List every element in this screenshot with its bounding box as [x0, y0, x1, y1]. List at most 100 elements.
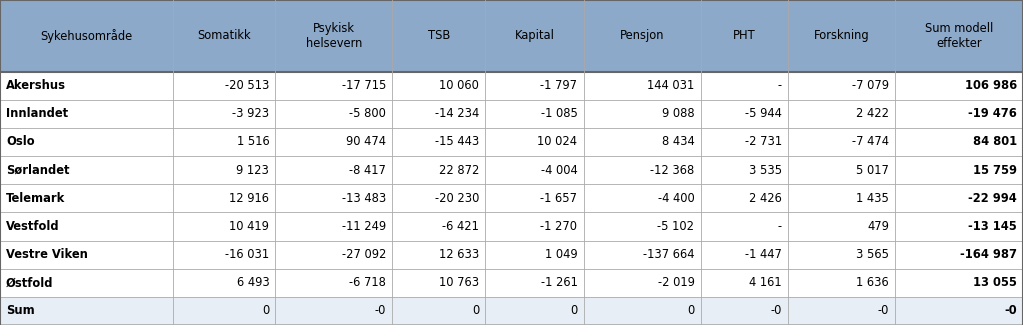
- Bar: [0, 100, 173, 128]
- Bar: [895, 100, 1023, 128]
- Text: -20 513: -20 513: [225, 79, 269, 92]
- Text: -22 994: -22 994: [968, 192, 1017, 205]
- Text: -: -: [777, 220, 782, 233]
- Text: Oslo: Oslo: [6, 136, 35, 149]
- Bar: [701, 0, 788, 72]
- Bar: [788, 297, 895, 325]
- Bar: [393, 184, 485, 212]
- Text: TSB: TSB: [428, 29, 450, 42]
- Bar: [173, 128, 275, 156]
- Text: -27 092: -27 092: [342, 248, 387, 261]
- Bar: [393, 297, 485, 325]
- Bar: [173, 72, 275, 100]
- Bar: [584, 72, 701, 100]
- Bar: [584, 128, 701, 156]
- Text: -16 031: -16 031: [225, 248, 269, 261]
- Text: 2 422: 2 422: [856, 107, 889, 120]
- Bar: [584, 240, 701, 269]
- Text: 479: 479: [868, 220, 889, 233]
- Bar: [788, 100, 895, 128]
- Text: Telemark: Telemark: [6, 192, 65, 205]
- Bar: [895, 72, 1023, 100]
- Bar: [788, 269, 895, 297]
- Bar: [485, 269, 584, 297]
- Bar: [173, 240, 275, 269]
- Bar: [584, 0, 701, 72]
- Text: -13 145: -13 145: [968, 220, 1017, 233]
- Text: -5 800: -5 800: [350, 107, 387, 120]
- Text: 9 088: 9 088: [662, 107, 695, 120]
- Bar: [788, 184, 895, 212]
- Text: -1 657: -1 657: [540, 192, 578, 205]
- Text: -1 085: -1 085: [540, 107, 578, 120]
- Bar: [895, 212, 1023, 240]
- Bar: [584, 100, 701, 128]
- Bar: [275, 100, 393, 128]
- Text: 13 055: 13 055: [973, 276, 1017, 289]
- Text: -: -: [777, 79, 782, 92]
- Text: -0: -0: [770, 305, 782, 318]
- Text: Innlandet: Innlandet: [6, 107, 69, 120]
- Bar: [0, 269, 173, 297]
- Text: -0: -0: [878, 305, 889, 318]
- Bar: [275, 184, 393, 212]
- Text: 3 565: 3 565: [856, 248, 889, 261]
- Text: -13 483: -13 483: [342, 192, 387, 205]
- Text: -20 230: -20 230: [435, 192, 479, 205]
- Text: 0: 0: [570, 305, 578, 318]
- Text: 1 435: 1 435: [856, 192, 889, 205]
- Text: 106 986: 106 986: [965, 79, 1017, 92]
- Text: -1 797: -1 797: [540, 79, 578, 92]
- Text: Sykehusområde: Sykehusområde: [40, 29, 132, 43]
- Text: 10 763: 10 763: [439, 276, 479, 289]
- Bar: [173, 156, 275, 184]
- Text: 3 535: 3 535: [749, 163, 782, 176]
- Bar: [788, 156, 895, 184]
- Text: -5 944: -5 944: [745, 107, 782, 120]
- Text: 10 024: 10 024: [537, 136, 578, 149]
- Text: -7 474: -7 474: [852, 136, 889, 149]
- Bar: [895, 184, 1023, 212]
- Text: 0: 0: [472, 305, 479, 318]
- Text: -0: -0: [374, 305, 387, 318]
- Text: 12 916: 12 916: [229, 192, 269, 205]
- Text: Pensjon: Pensjon: [620, 29, 664, 42]
- Text: -2 019: -2 019: [658, 276, 695, 289]
- Bar: [788, 72, 895, 100]
- Text: PHT: PHT: [732, 29, 756, 42]
- Bar: [701, 240, 788, 269]
- Bar: [393, 212, 485, 240]
- Bar: [393, 240, 485, 269]
- Text: Sum: Sum: [6, 305, 35, 318]
- Bar: [0, 184, 173, 212]
- Bar: [393, 128, 485, 156]
- Bar: [485, 0, 584, 72]
- Bar: [895, 269, 1023, 297]
- Text: 12 633: 12 633: [439, 248, 479, 261]
- Text: -7 079: -7 079: [852, 79, 889, 92]
- Bar: [275, 269, 393, 297]
- Bar: [701, 100, 788, 128]
- Bar: [0, 72, 173, 100]
- Text: 6 493: 6 493: [236, 276, 269, 289]
- Bar: [485, 240, 584, 269]
- Text: Sum modell
effekter: Sum modell effekter: [925, 22, 993, 50]
- Bar: [275, 156, 393, 184]
- Text: -164 987: -164 987: [960, 248, 1017, 261]
- Bar: [0, 156, 173, 184]
- Text: -11 249: -11 249: [342, 220, 387, 233]
- Bar: [173, 297, 275, 325]
- Bar: [173, 269, 275, 297]
- Bar: [275, 297, 393, 325]
- Bar: [393, 156, 485, 184]
- Bar: [173, 0, 275, 72]
- Bar: [895, 128, 1023, 156]
- Text: Psykisk
helsevern: Psykisk helsevern: [306, 22, 362, 50]
- Bar: [485, 156, 584, 184]
- Text: 4 161: 4 161: [749, 276, 782, 289]
- Bar: [275, 0, 393, 72]
- Bar: [0, 212, 173, 240]
- Text: -4 400: -4 400: [658, 192, 695, 205]
- Text: -14 234: -14 234: [435, 107, 479, 120]
- Text: Vestre Viken: Vestre Viken: [6, 248, 88, 261]
